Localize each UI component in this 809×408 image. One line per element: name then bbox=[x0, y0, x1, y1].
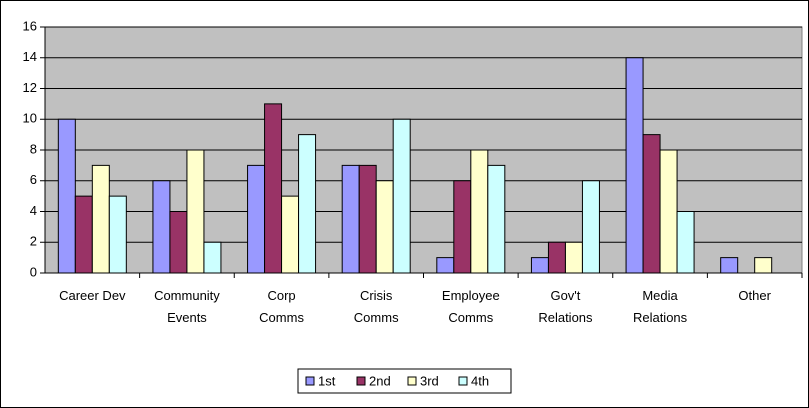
bar bbox=[676, 211, 695, 274]
bar bbox=[436, 257, 455, 274]
x-tick-label: Corp Comms bbox=[259, 288, 304, 325]
x-tick-label: Community Events bbox=[154, 288, 220, 325]
y-tick-label: 16 bbox=[23, 18, 37, 33]
bar bbox=[152, 180, 171, 274]
bar bbox=[564, 241, 583, 274]
legend-label: 4th bbox=[471, 373, 489, 388]
legend-swatch bbox=[458, 376, 468, 386]
bar bbox=[264, 103, 283, 274]
legend-swatch bbox=[356, 376, 366, 386]
bar bbox=[659, 149, 678, 274]
bar bbox=[625, 57, 644, 274]
bar bbox=[547, 241, 566, 274]
bar bbox=[74, 195, 93, 274]
x-tick-label: Career Dev bbox=[59, 288, 126, 303]
y-tick-label: 0 bbox=[30, 264, 37, 279]
bar bbox=[720, 257, 739, 274]
bar bbox=[186, 149, 205, 274]
y-tick-label: 10 bbox=[23, 111, 37, 126]
bar bbox=[470, 149, 489, 274]
x-tick-label: Other bbox=[738, 288, 771, 303]
bar bbox=[530, 257, 549, 274]
legend-box bbox=[297, 368, 512, 394]
bar bbox=[203, 241, 222, 274]
bar bbox=[91, 164, 110, 274]
bar bbox=[754, 257, 773, 274]
y-tick-label: 2 bbox=[30, 234, 37, 249]
bar bbox=[642, 134, 661, 274]
y-tick-label: 12 bbox=[23, 80, 37, 95]
x-tick-label: Media Relations bbox=[632, 288, 688, 325]
bar bbox=[341, 164, 360, 274]
bar bbox=[581, 180, 600, 274]
bar bbox=[375, 180, 394, 274]
legend-label: 1st bbox=[318, 373, 336, 388]
x-tick-label: Gov't Relations bbox=[538, 288, 593, 325]
legend-label: 3rd bbox=[420, 373, 439, 388]
bar bbox=[298, 134, 317, 274]
y-tick-label: 4 bbox=[30, 203, 37, 218]
bar bbox=[453, 180, 472, 274]
legend-swatch bbox=[407, 376, 417, 386]
bar bbox=[57, 118, 76, 274]
bar bbox=[247, 164, 266, 274]
bar bbox=[392, 118, 411, 274]
y-tick-label: 6 bbox=[30, 172, 37, 187]
y-tick-label: 14 bbox=[23, 49, 37, 64]
bar bbox=[487, 164, 506, 274]
bar bbox=[281, 195, 300, 274]
bar bbox=[169, 211, 188, 274]
bar bbox=[108, 195, 127, 274]
legend-swatch bbox=[305, 376, 315, 386]
x-tick-label: Crisis Comms bbox=[353, 288, 399, 325]
legend-label: 2nd bbox=[369, 373, 391, 388]
y-tick-label: 8 bbox=[30, 141, 37, 156]
x-tick-label: Employee Comms bbox=[441, 288, 500, 325]
bar bbox=[358, 164, 377, 274]
